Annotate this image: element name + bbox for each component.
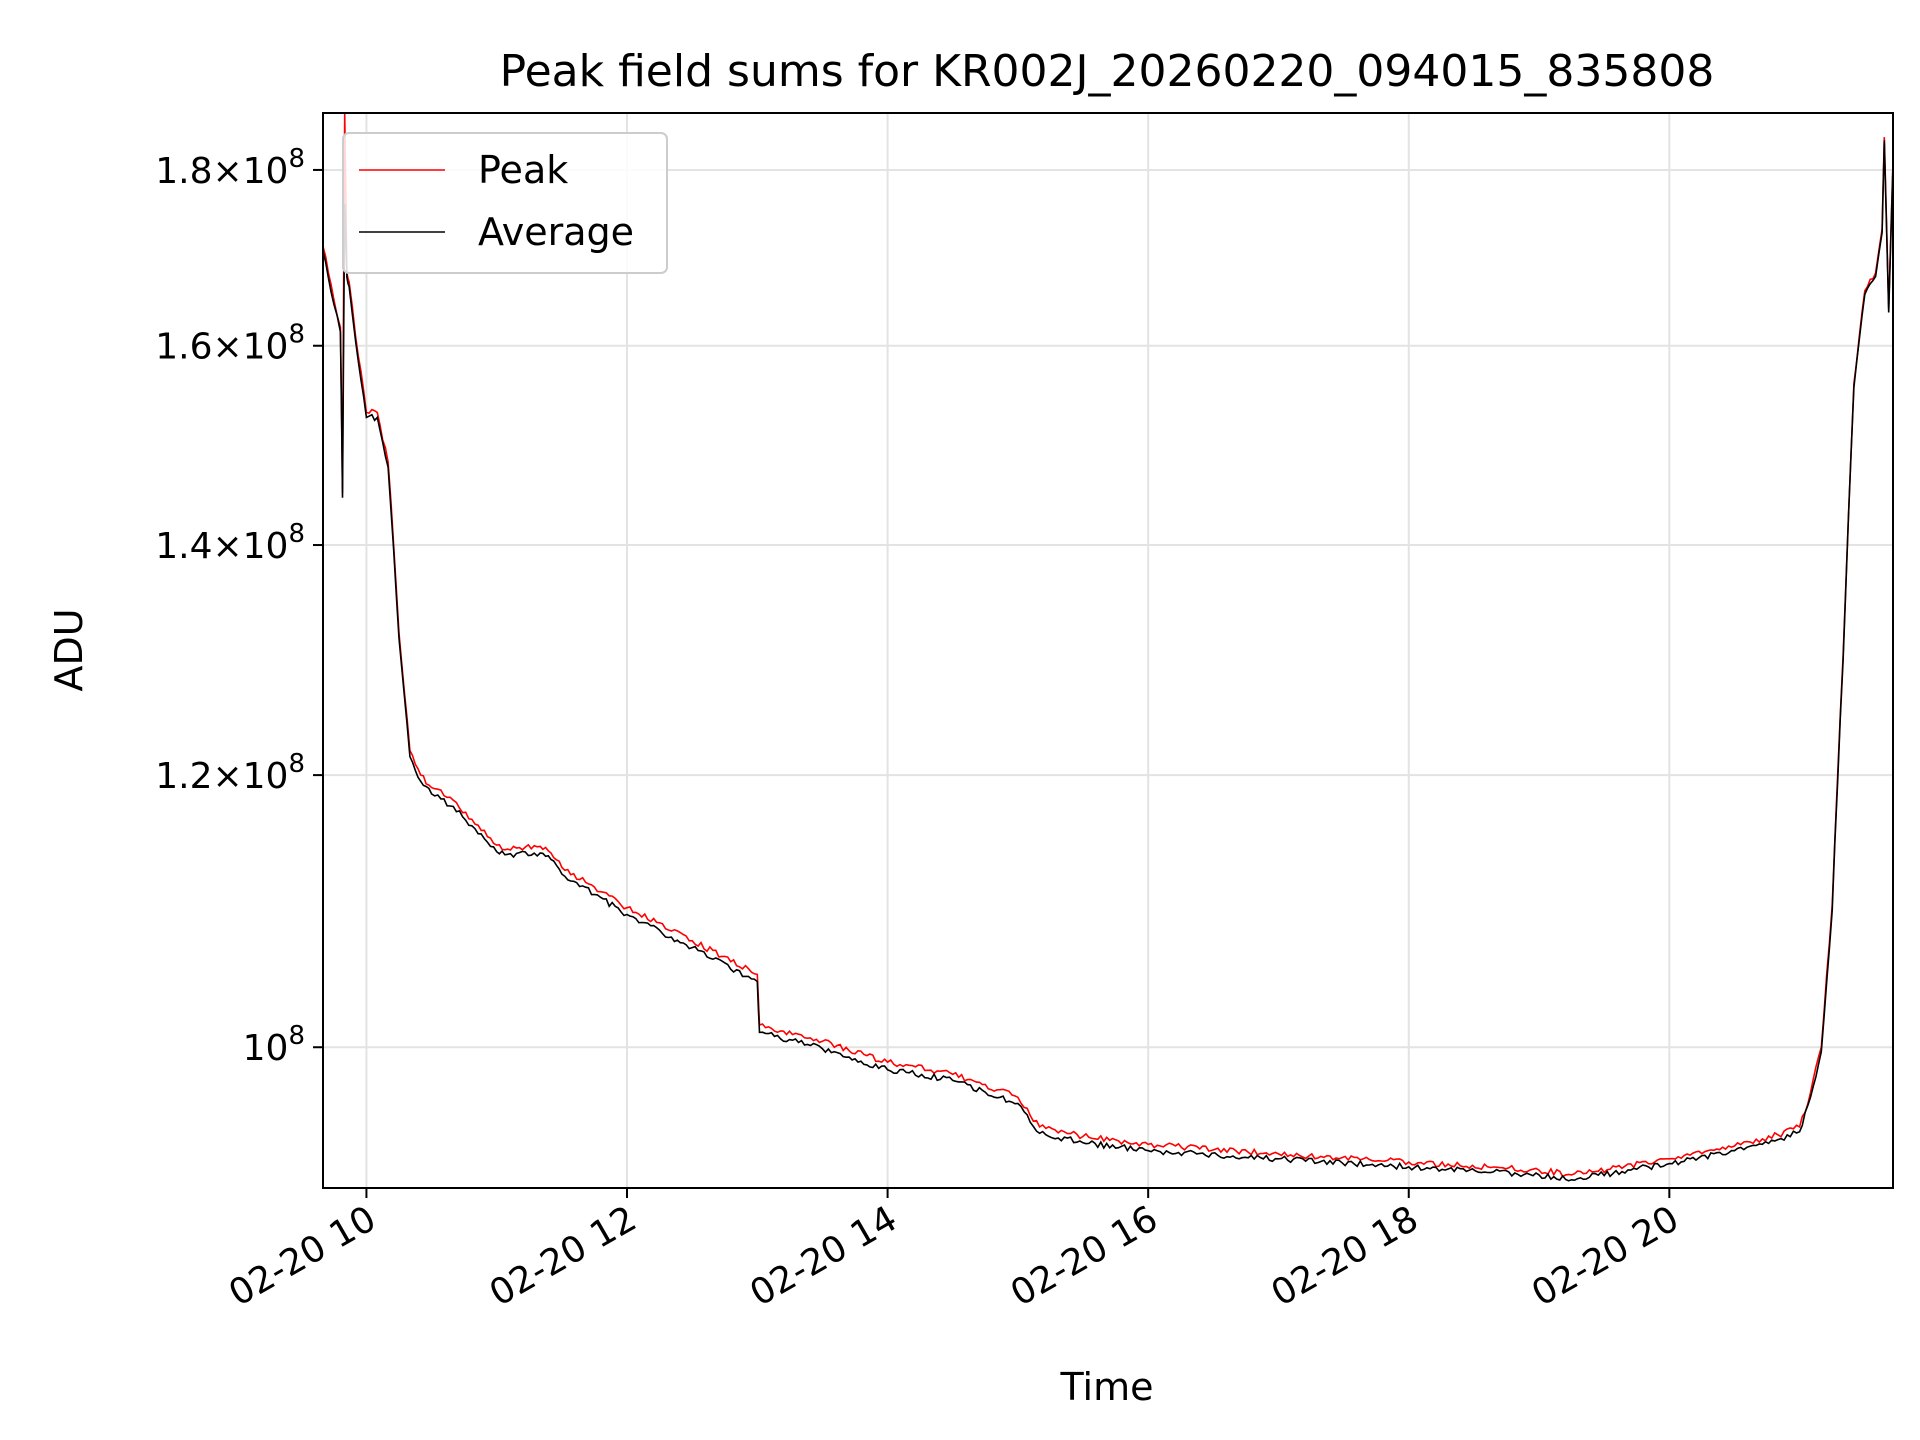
y-axis-label: ADU	[47, 608, 91, 691]
y-tick-exponent: 8	[288, 1021, 305, 1051]
y-tick-exponent: 8	[288, 749, 305, 779]
legend-label-average: Average	[478, 210, 634, 254]
y-tick-exponent: 8	[288, 519, 305, 549]
y-tick-base: 1.4×10	[155, 526, 288, 567]
y-tick-exponent: 8	[288, 144, 305, 174]
y-tick-base: 1.2×10	[155, 756, 288, 797]
legend-box	[342, 132, 668, 274]
y-tick-label: 1.8×108	[155, 144, 305, 192]
series-line-average	[323, 140, 1893, 1182]
series-layer	[323, 113, 1893, 1182]
y-tick-base: 1.8×10	[155, 151, 288, 192]
y-tick-label: 1.2×108	[155, 749, 305, 797]
chart-title: Peak field sums for KR002J_20260220_0940…	[500, 46, 1715, 97]
y-tick-label: 1.6×108	[155, 320, 305, 368]
gridlines	[323, 113, 1893, 1188]
x-axis-label: Time	[1060, 1365, 1154, 1409]
y-tick-label: 1.4×108	[155, 519, 305, 567]
y-tick-label: 108	[243, 1021, 305, 1069]
legend-label-peak: Peak	[478, 148, 568, 192]
y-tick-exponent: 8	[288, 320, 305, 350]
plot-frame	[322, 112, 1894, 1189]
legend: Peak Average	[342, 132, 668, 274]
y-tick-base: 1.6×10	[155, 327, 288, 368]
y-tick-base: 10	[243, 1028, 289, 1069]
series-line-peak	[323, 113, 1893, 1178]
